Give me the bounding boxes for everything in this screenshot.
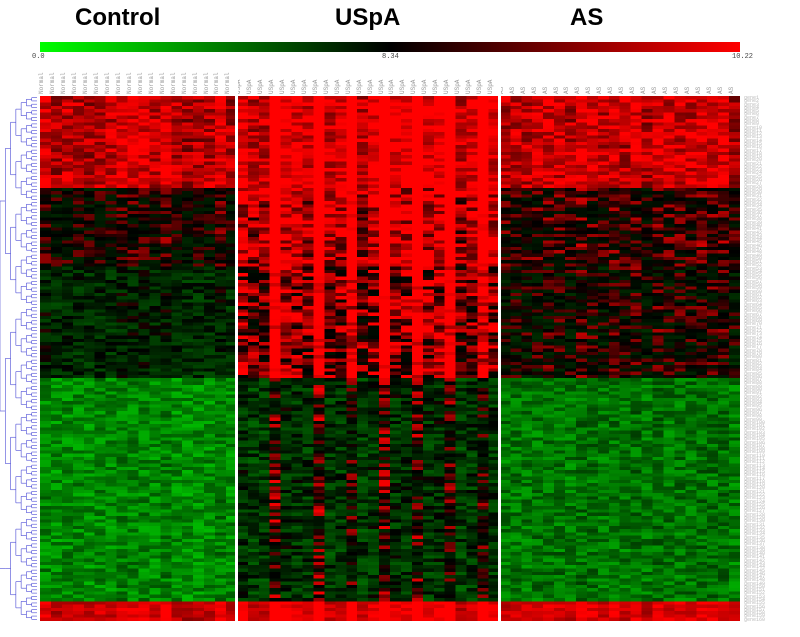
color-scale-bar — [40, 42, 740, 52]
column-label: AS — [607, 87, 614, 94]
column-labels: NormalNormalNormalNormalNormalNormalNorm… — [40, 58, 740, 94]
column-label: AS — [673, 87, 680, 94]
column-label: USpA — [399, 80, 406, 94]
column-label: AS — [531, 87, 538, 94]
column-label: USpA — [334, 80, 341, 94]
column-label: AS — [520, 87, 527, 94]
row-labels: gene1gene2gene3gene4gene5gene6gene7gene8… — [744, 96, 798, 621]
group-label-uspa: USpA — [335, 4, 400, 32]
column-label: AS — [542, 87, 549, 94]
column-label: USpA — [378, 80, 385, 94]
column-label: AS — [695, 87, 702, 94]
column-label: Normal — [49, 72, 56, 94]
column-label: AS — [509, 87, 516, 94]
column-label: Normal — [159, 72, 166, 94]
column-label: Normal — [93, 72, 100, 94]
column-label: USpA — [432, 80, 439, 94]
column-label: USpA — [356, 80, 363, 94]
column-label: USpA — [454, 80, 461, 94]
column-label: Normal — [115, 72, 122, 94]
row-dendrogram — [0, 96, 38, 621]
column-label: AS — [553, 87, 560, 94]
column-label: Normal — [60, 72, 67, 94]
column-label: AS — [640, 87, 647, 94]
column-label: AS — [651, 87, 658, 94]
column-label: Normal — [213, 72, 220, 94]
column-label: AS — [717, 87, 724, 94]
expression-heatmap — [40, 96, 740, 621]
column-label: Normal — [192, 72, 199, 94]
column-label: AS — [629, 87, 636, 94]
column-label: AS — [728, 87, 735, 94]
column-label: USpA — [301, 80, 308, 94]
column-label: USpA — [323, 80, 330, 94]
column-label: AS — [706, 87, 713, 94]
column-label: Normal — [82, 72, 89, 94]
column-label: Normal — [137, 72, 144, 94]
column-label: USpA — [257, 80, 264, 94]
column-label: USpA — [367, 80, 374, 94]
column-label: AS — [596, 87, 603, 94]
column-label: AS — [585, 87, 592, 94]
column-label: USpA — [443, 80, 450, 94]
column-label: Normal — [126, 72, 133, 94]
column-label: USpA — [246, 80, 253, 94]
column-label: AS — [563, 87, 570, 94]
column-label: USpA — [345, 80, 352, 94]
column-label: USpA — [279, 80, 286, 94]
column-label: USpA — [476, 80, 483, 94]
column-label: Normal — [148, 72, 155, 94]
column-label: Normal — [38, 72, 45, 94]
group-separator-1 — [235, 56, 238, 621]
column-label: USpA — [487, 80, 494, 94]
column-label: USpA — [465, 80, 472, 94]
column-label: Normal — [224, 72, 231, 94]
column-label: Normal — [203, 72, 210, 94]
column-label: USpA — [410, 80, 417, 94]
column-label: Normal — [181, 72, 188, 94]
column-label: AS — [618, 87, 625, 94]
column-label: USpA — [421, 80, 428, 94]
group-label-control: Control — [75, 4, 160, 32]
column-label: USpA — [268, 80, 275, 94]
column-label: AS — [684, 87, 691, 94]
column-label: USpA — [388, 80, 395, 94]
column-label: USpA — [290, 80, 297, 94]
group-label-as: AS — [570, 4, 603, 32]
column-label: Normal — [71, 72, 78, 94]
column-label: AS — [662, 87, 669, 94]
row-label: gene160 — [744, 618, 765, 623]
column-label: Normal — [104, 72, 111, 94]
column-label: Normal — [170, 72, 177, 94]
group-separator-2 — [498, 56, 501, 621]
column-label: USpA — [312, 80, 319, 94]
column-label: AS — [574, 87, 581, 94]
